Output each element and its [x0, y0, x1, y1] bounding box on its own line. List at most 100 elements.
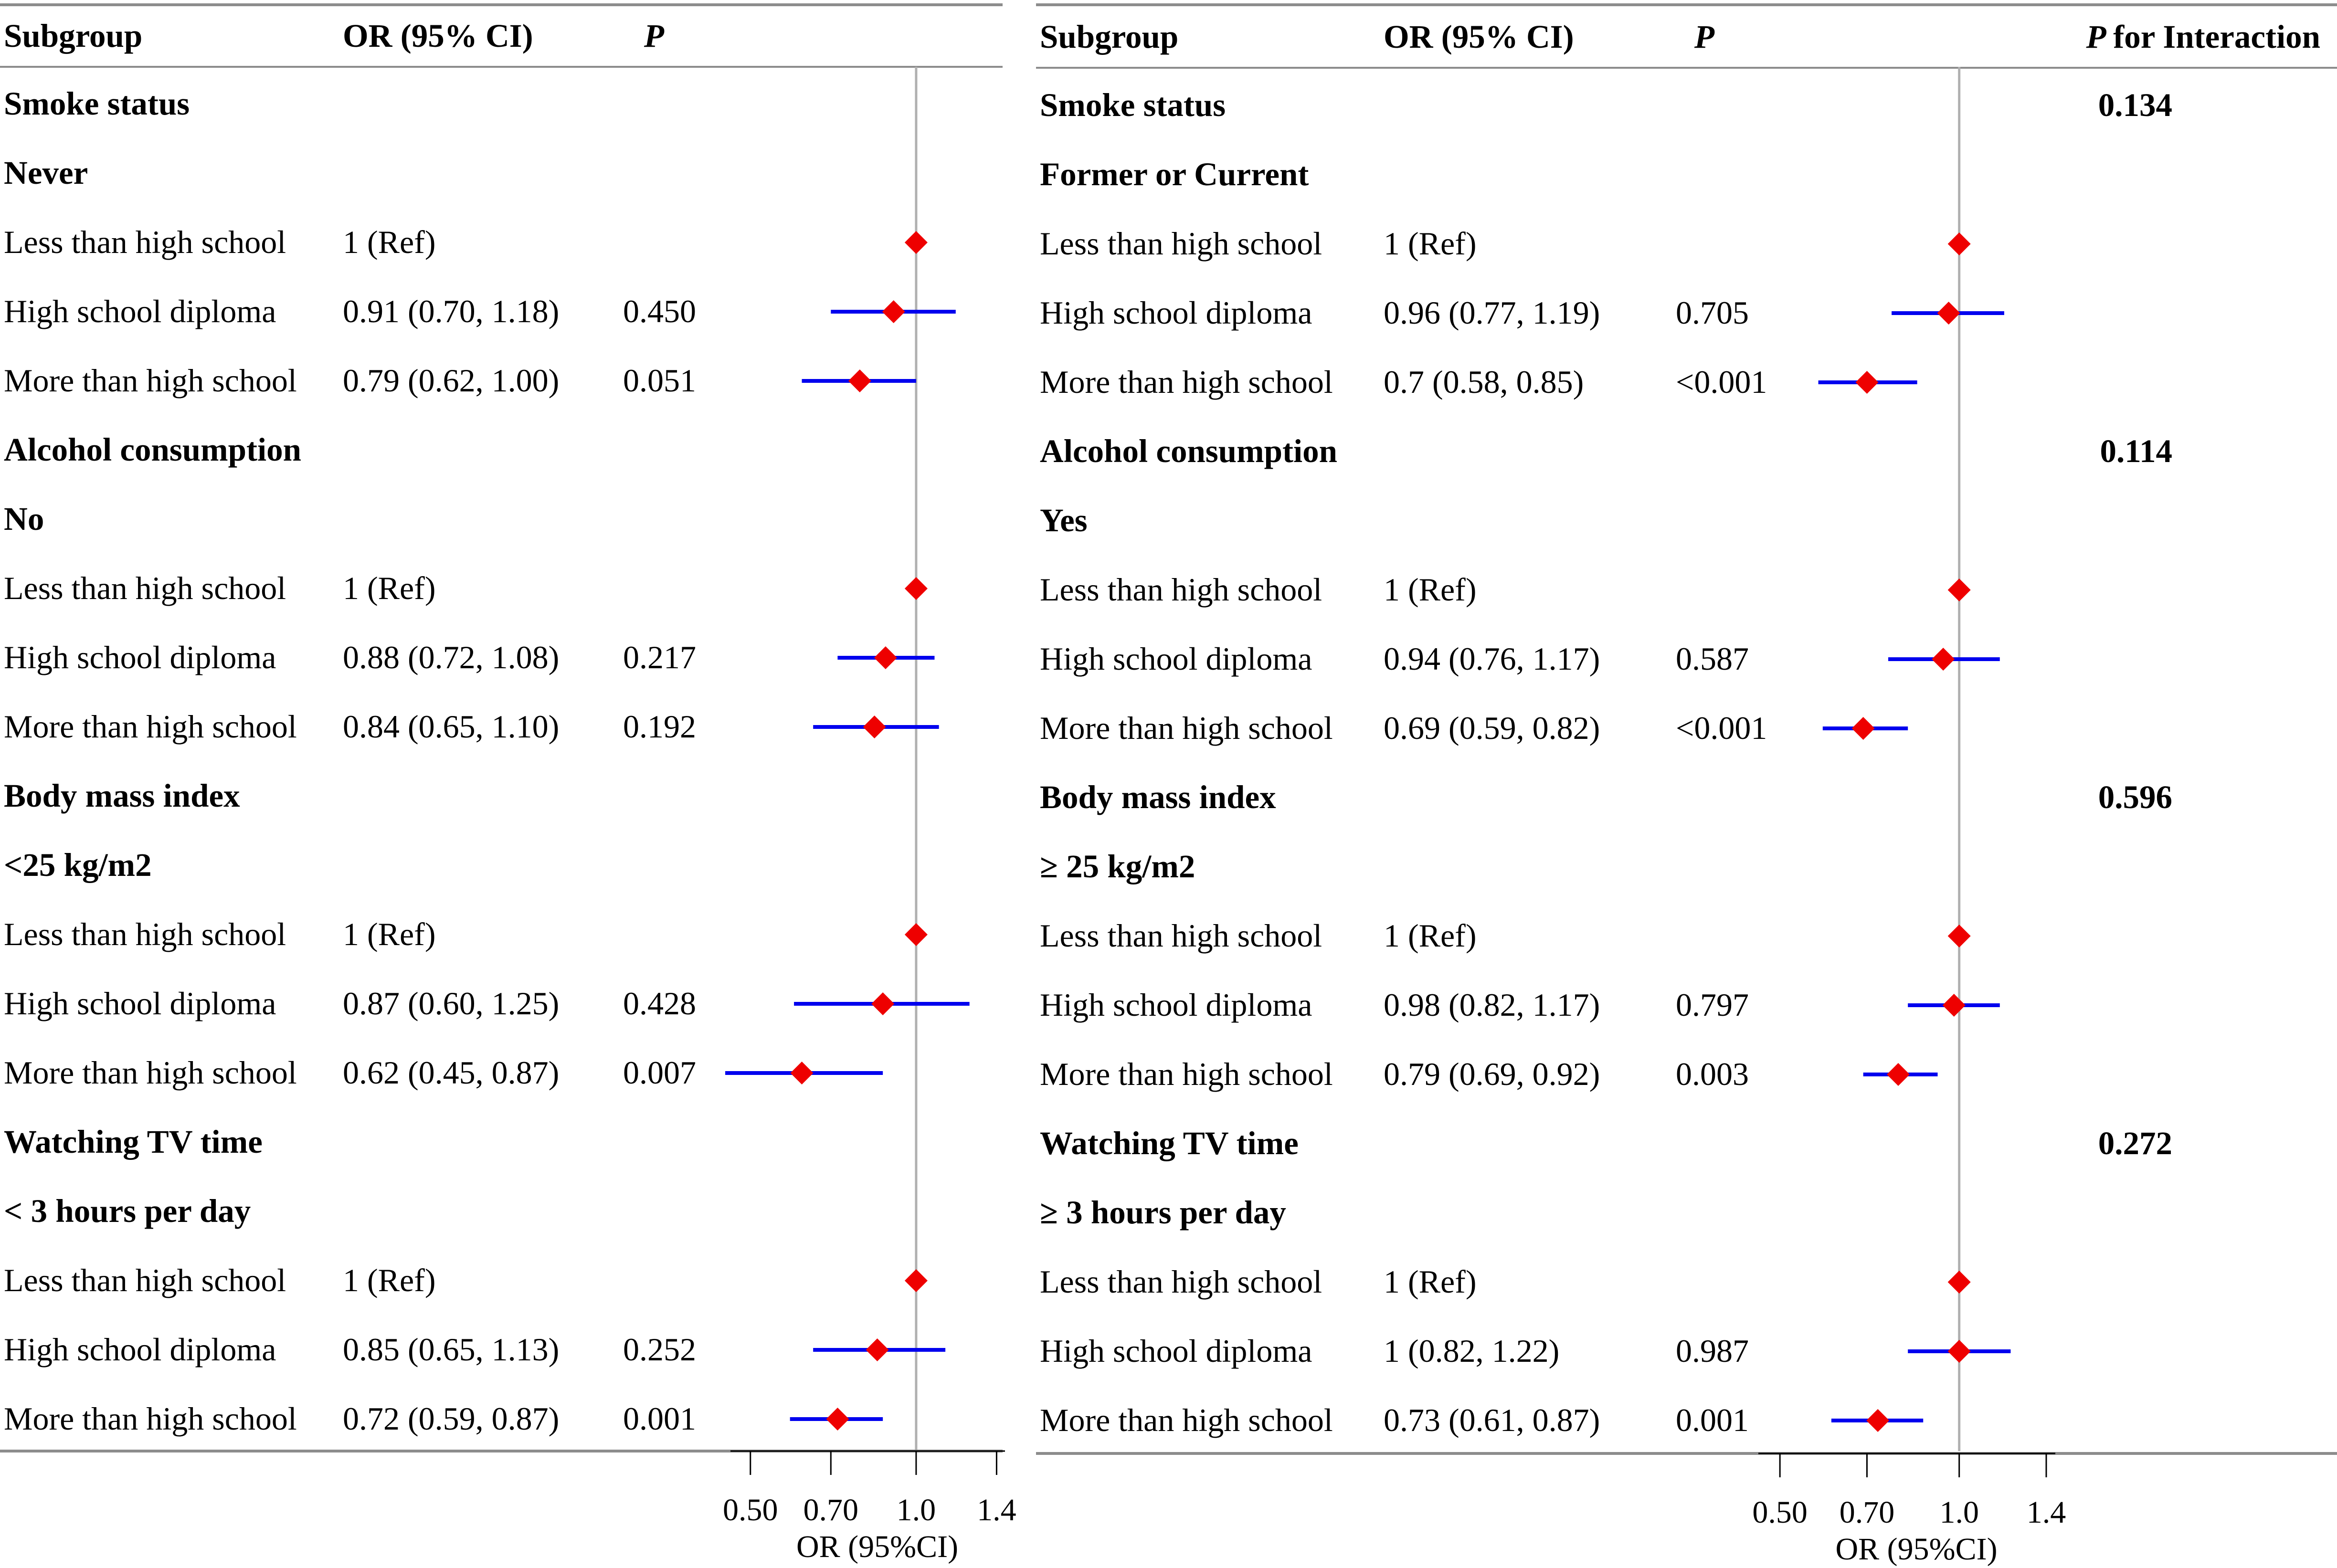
row-p-value: <0.001	[1676, 710, 1767, 746]
column-header-subgroup: Subgroup	[1040, 19, 1178, 55]
group-label: <25 kg/m2	[4, 847, 152, 883]
table-row: High school diploma 0.98 (0.82, 1.17) 0.79…	[1040, 987, 2000, 1023]
x-axis: 0.50 0.70 1.0 1.4 OR (95%CI)	[723, 1450, 1016, 1564]
row-p-value: 0.987	[1676, 1333, 1749, 1369]
or-point	[826, 1408, 849, 1431]
row-or-text: 1 (Ref)	[1384, 1263, 1476, 1300]
or-point	[1855, 371, 1879, 394]
or-point	[882, 300, 905, 323]
row-label: Less than high school	[4, 916, 286, 952]
row-or-text: 1 (Ref)	[343, 224, 435, 260]
or-point	[904, 923, 928, 946]
or-point	[1947, 579, 1971, 601]
row-label: High school diploma	[4, 985, 276, 1021]
table-row: More than high school 0.72 (0.59, 0.87) 0.…	[4, 1400, 883, 1437]
x-tick-label: 0.50	[723, 1493, 778, 1527]
x-axis-label: OR (95%CI)	[1835, 1532, 1997, 1567]
row-or-text: 1 (Ref)	[1384, 917, 1476, 954]
row-or-text: 0.79 (0.69, 0.92)	[1384, 1056, 1600, 1092]
row-or-text: 1 (Ref)	[343, 916, 435, 952]
table-row: More than high school 0.69 (0.59, 0.82) <0…	[1040, 710, 1908, 746]
p-interaction-value: 0.114	[2100, 433, 2172, 469]
row-or-text: 0.84 (0.65, 1.10)	[343, 708, 559, 745]
table-row: More than high school 0.62 (0.45, 0.87) 0.…	[4, 1054, 883, 1091]
row-label: Less than high school	[4, 1262, 286, 1298]
row-p-value: 0.192	[623, 708, 696, 745]
table-row: More than high school 0.84 (0.65, 1.10) 0.…	[4, 708, 939, 745]
or-point	[904, 231, 928, 254]
table-row: More than high school 0.79 (0.69, 0.92) 0.…	[1040, 1056, 1938, 1092]
x-tick-label: 0.50	[1752, 1495, 1808, 1530]
section-title: Alcohol consumption	[4, 431, 301, 468]
row-label: High school diploma	[4, 293, 276, 329]
column-header-p: P	[1694, 19, 1715, 55]
table-row: Less than high school 1 (Ref)	[4, 916, 928, 952]
table-row: Less than high school 1 (Ref)	[1040, 225, 1971, 262]
row-label: High school diploma	[4, 639, 276, 675]
or-point	[1886, 1063, 1910, 1086]
or-point	[1947, 925, 1971, 947]
row-p-value: 0.587	[1676, 641, 1749, 677]
row-p-value: 0.003	[1676, 1056, 1749, 1092]
table-row: High school diploma 1 (0.82, 1.22) 0.987	[1040, 1333, 2011, 1369]
p-interaction-value: 0.272	[2098, 1125, 2172, 1161]
p-interaction-value: 0.596	[2098, 779, 2172, 815]
section-title: Smoke status	[1040, 87, 1226, 123]
row-label: More than high school	[4, 708, 297, 745]
row-p-value: 0.217	[623, 639, 696, 675]
row-p-value: 0.051	[623, 362, 696, 399]
section-title: Watching TV time	[1040, 1125, 1299, 1161]
or-point	[1947, 1340, 1971, 1363]
row-label: More than high school	[1040, 710, 1333, 746]
table-row: More than high school 0.73 (0.61, 0.87) 0.…	[1040, 1402, 1924, 1438]
row-label: Less than high school	[1040, 225, 1322, 262]
row-label: More than high school	[1040, 364, 1333, 400]
row-p-value: 0.007	[623, 1054, 696, 1091]
row-or-text: 0.62 (0.45, 0.87)	[343, 1054, 559, 1091]
row-label: Less than high school	[1040, 1263, 1322, 1300]
or-point	[871, 992, 895, 1015]
or-point	[1947, 1271, 1971, 1294]
x-axis-label: OR (95%CI)	[796, 1529, 958, 1564]
table-row: High school diploma 0.88 (0.72, 1.08) 0.21…	[4, 639, 935, 675]
x-axis: 0.50 0.70 1.0 1.4 OR (95%CI)	[1752, 1452, 2066, 1567]
or-point	[863, 716, 886, 738]
column-header-subgroup: Subgroup	[4, 18, 142, 54]
group-label: Yes	[1040, 502, 1088, 538]
group-label: ≥ 25 kg/m2	[1040, 848, 1195, 884]
table-row: More than high school 0.7 (0.58, 0.85) <0.…	[1040, 364, 1917, 400]
p-italic-letter: P	[2085, 19, 2113, 55]
row-or-text: 1 (Ref)	[343, 570, 435, 606]
x-tick-label: 0.70	[1840, 1495, 1895, 1530]
row-p-value: 0.705	[1676, 295, 1749, 331]
table-row: Less than high school 1 (Ref)	[4, 1262, 928, 1298]
left-panel: Subgroup OR (95% CI) P Smoke status Never Les…	[0, 3, 1016, 1564]
row-label: More than high school	[4, 362, 297, 399]
row-or-text: 0.87 (0.60, 1.25)	[343, 985, 559, 1021]
row-label: More than high school	[4, 1054, 297, 1091]
row-or-text: 0.94 (0.76, 1.17)	[1384, 641, 1600, 677]
table-row: Less than high school 1 (Ref)	[4, 224, 928, 260]
row-or-text: 0.98 (0.82, 1.17)	[1384, 987, 1600, 1023]
or-point	[1866, 1409, 1890, 1432]
x-tick-label: 0.70	[804, 1493, 859, 1527]
table-row: Less than high school 1 (Ref)	[1040, 571, 1971, 608]
row-label: High school diploma	[1040, 1333, 1312, 1369]
or-point	[848, 369, 871, 392]
row-label: High school diploma	[1040, 295, 1312, 331]
or-point	[1942, 994, 1966, 1017]
or-point	[904, 577, 928, 600]
x-tick-label: 1.4	[2027, 1495, 2066, 1530]
or-point	[1851, 717, 1875, 740]
group-label: No	[4, 501, 44, 537]
row-or-text: 0.79 (0.62, 1.00)	[343, 362, 559, 399]
row-label: Less than high school	[1040, 917, 1322, 954]
row-or-text: 1 (0.82, 1.22)	[1384, 1333, 1559, 1369]
table-row: More than high school 0.79 (0.62, 1.00) 0.…	[4, 362, 916, 399]
table-row: High school diploma 0.96 (0.77, 1.19) 0.70…	[1040, 295, 2004, 331]
or-point	[866, 1338, 889, 1361]
row-label: Less than high school	[4, 570, 286, 606]
row-or-text: 0.96 (0.77, 1.19)	[1384, 295, 1600, 331]
or-point	[1932, 648, 1955, 671]
